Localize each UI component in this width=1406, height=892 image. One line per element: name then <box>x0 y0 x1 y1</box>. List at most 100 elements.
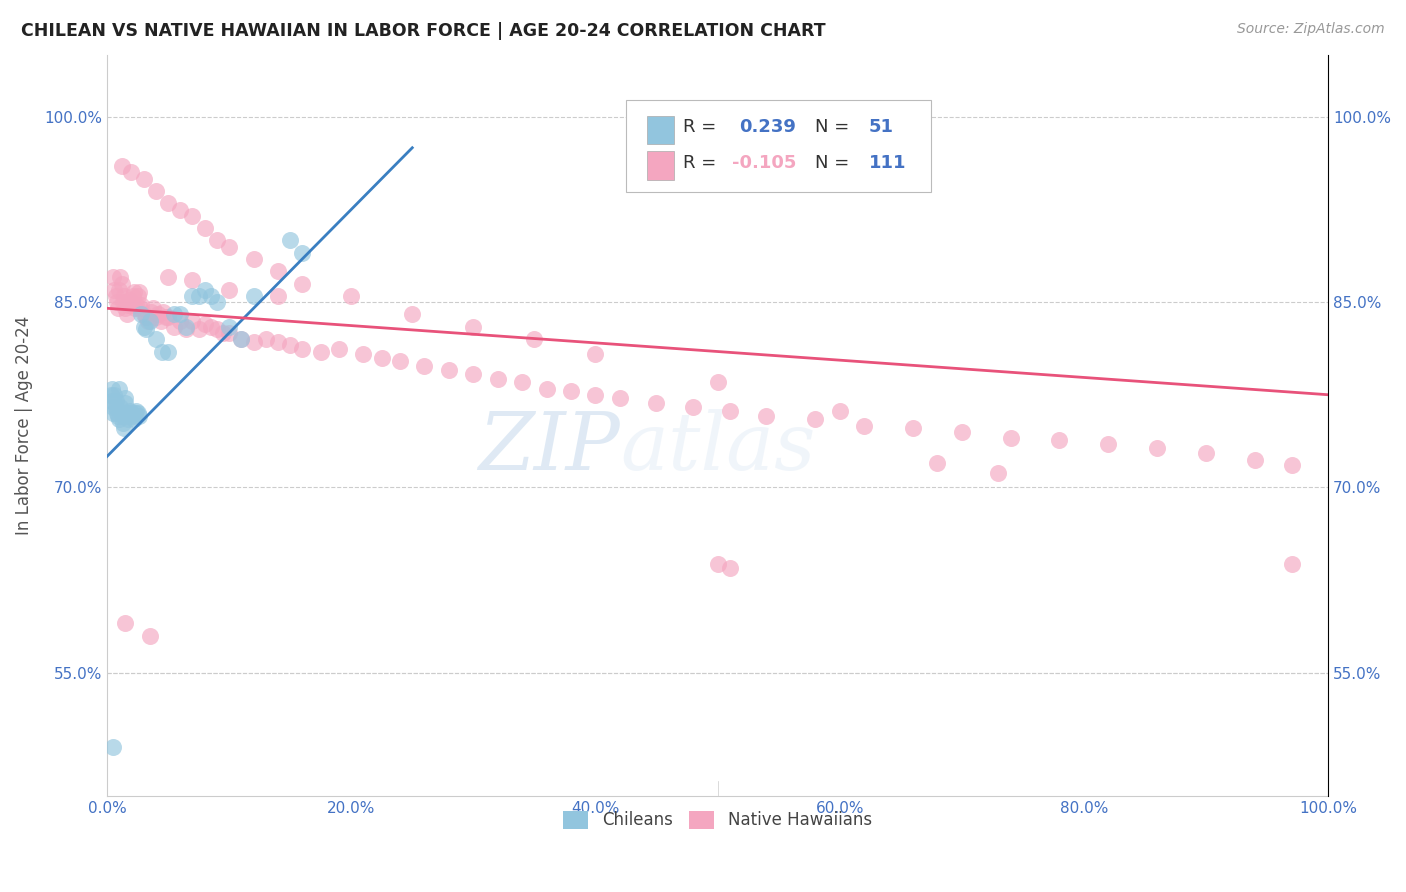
Point <box>706 557 728 571</box>
Point <box>291 277 314 291</box>
Point <box>124 406 146 420</box>
Point <box>118 293 141 307</box>
Text: atlas: atlas <box>620 409 815 487</box>
Point <box>107 409 129 423</box>
Point <box>267 289 290 303</box>
Point <box>121 289 143 303</box>
Point <box>169 202 191 217</box>
Point <box>114 301 136 316</box>
Text: CHILEAN VS NATIVE HAWAIIAN IN LABOR FORCE | AGE 20-24 CORRELATION CHART: CHILEAN VS NATIVE HAWAIIAN IN LABOR FORC… <box>21 22 825 40</box>
Point <box>181 273 204 287</box>
Point <box>218 326 240 340</box>
Point <box>145 310 167 324</box>
Point <box>110 400 132 414</box>
Point <box>103 283 125 297</box>
Point <box>101 739 124 754</box>
Point <box>157 196 180 211</box>
Point <box>110 270 132 285</box>
Point <box>115 308 138 322</box>
Point <box>267 264 290 278</box>
Point <box>124 301 146 316</box>
Point <box>114 616 136 631</box>
Point <box>682 400 704 414</box>
Point <box>142 301 165 316</box>
Point <box>718 404 741 418</box>
Point <box>1097 437 1119 451</box>
Point <box>125 297 148 311</box>
Point <box>291 342 314 356</box>
Point <box>101 406 124 420</box>
Point <box>523 332 546 346</box>
Point <box>129 301 152 316</box>
Point <box>536 382 558 396</box>
Point <box>111 159 134 173</box>
Point <box>645 396 668 410</box>
Y-axis label: In Labor Force | Age 20-24: In Labor Force | Age 20-24 <box>15 316 32 535</box>
Text: R =: R = <box>683 153 723 172</box>
Point <box>155 310 177 324</box>
Point <box>122 412 145 426</box>
Point <box>128 409 150 423</box>
Point <box>148 308 170 322</box>
Point <box>114 392 136 406</box>
Text: ZIP: ZIP <box>478 409 620 487</box>
Point <box>200 319 222 334</box>
Point <box>187 289 209 303</box>
Point <box>231 332 253 346</box>
Point <box>128 285 150 300</box>
Point <box>242 334 264 349</box>
Point <box>194 283 217 297</box>
Point <box>755 409 778 423</box>
Point <box>101 270 124 285</box>
Point <box>138 313 160 327</box>
Point <box>1195 446 1218 460</box>
Point <box>463 367 485 381</box>
Point <box>125 404 148 418</box>
Point <box>104 400 127 414</box>
Point <box>108 412 131 426</box>
FancyBboxPatch shape <box>626 100 931 192</box>
Point <box>352 347 374 361</box>
Point <box>583 347 606 361</box>
Point <box>104 393 127 408</box>
Point <box>1281 557 1303 571</box>
Point <box>115 406 138 420</box>
Point <box>218 283 240 297</box>
Point <box>194 221 217 235</box>
Point <box>118 409 141 423</box>
Text: N =: N = <box>815 153 855 172</box>
Point <box>132 171 155 186</box>
Point <box>901 421 924 435</box>
Point <box>278 338 301 352</box>
Point <box>105 295 128 310</box>
Point <box>169 308 191 322</box>
Point <box>205 322 228 336</box>
Point <box>218 319 240 334</box>
Point <box>150 344 173 359</box>
Point <box>389 354 412 368</box>
FancyBboxPatch shape <box>647 116 673 144</box>
Point <box>340 289 363 303</box>
Point <box>1244 453 1267 467</box>
Point <box>371 351 394 365</box>
Point <box>100 388 122 402</box>
Point <box>112 289 135 303</box>
Point <box>145 332 167 346</box>
Point <box>111 406 134 420</box>
Point <box>117 412 139 426</box>
Point <box>510 376 533 390</box>
Point <box>120 406 142 420</box>
Point <box>101 400 124 414</box>
Point <box>309 344 332 359</box>
Point <box>187 322 209 336</box>
Point <box>108 382 131 396</box>
Point <box>176 322 198 336</box>
Point <box>163 319 186 334</box>
Point <box>205 295 228 310</box>
Point <box>583 388 606 402</box>
Point <box>163 308 186 322</box>
Point <box>107 301 129 316</box>
Point <box>853 418 876 433</box>
Point <box>149 313 172 327</box>
Point <box>927 456 949 470</box>
